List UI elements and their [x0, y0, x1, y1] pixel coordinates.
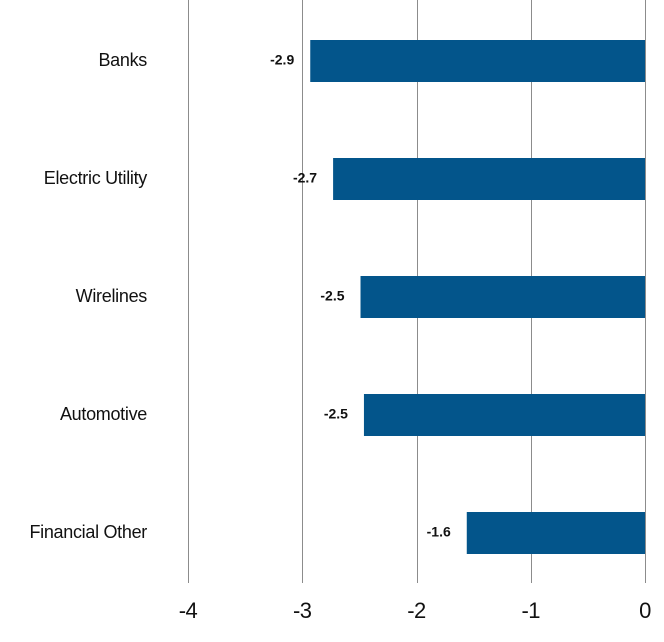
data-label: -2.5	[324, 406, 348, 422]
x-tick-label: -3	[293, 598, 312, 623]
category-label: Financial Other	[29, 522, 147, 542]
data-labels: -2.9 -2.7 -2.5 -2.5 -1.6	[270, 52, 451, 540]
category-labels: Banks Electric Utility Wirelines Automotive…	[29, 50, 147, 542]
bar	[360, 276, 645, 318]
bar	[363, 394, 645, 436]
x-tick-label: -4	[179, 598, 198, 623]
data-label: -2.7	[293, 170, 317, 186]
data-label: -2.5	[320, 288, 344, 304]
data-label: -1.6	[427, 524, 451, 540]
category-label: Automotive	[60, 404, 147, 424]
x-tick-label: -2	[407, 598, 426, 623]
x-tick-label: 0	[639, 598, 651, 623]
bar	[333, 158, 645, 200]
category-label: Wirelines	[76, 286, 148, 306]
bar	[466, 512, 645, 554]
x-tick-label: -1	[521, 598, 540, 623]
category-label: Electric Utility	[44, 168, 148, 188]
bars	[310, 40, 645, 554]
data-label: -2.9	[270, 52, 294, 68]
bar	[310, 40, 645, 82]
x-axis-tick-labels: -4 -3 -2 -1 0	[179, 598, 652, 623]
category-label: Banks	[98, 50, 147, 70]
